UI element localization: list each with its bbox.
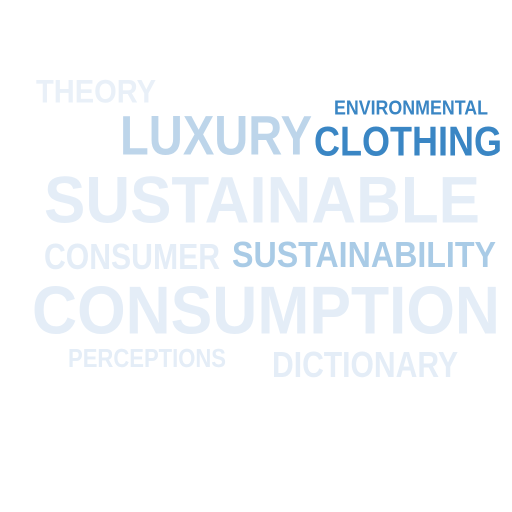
- word-consumer: CONSUMER: [44, 237, 220, 278]
- word-perceptions: PERCEPTIONS: [68, 344, 226, 374]
- word-theory: THEORY: [36, 74, 156, 110]
- word-dictionary: DICTIONARY: [272, 345, 458, 386]
- word-clothing: CLOTHING: [314, 117, 502, 165]
- word-luxury: LUXURY: [120, 104, 312, 168]
- word-consumption: CONSUMPTION: [32, 271, 500, 348]
- word-sustainable: SUSTAINABLE: [44, 163, 480, 238]
- word-environmental: ENVIRONMENTAL: [334, 96, 488, 119]
- word-sustainability: SUSTAINABILITY: [232, 235, 496, 276]
